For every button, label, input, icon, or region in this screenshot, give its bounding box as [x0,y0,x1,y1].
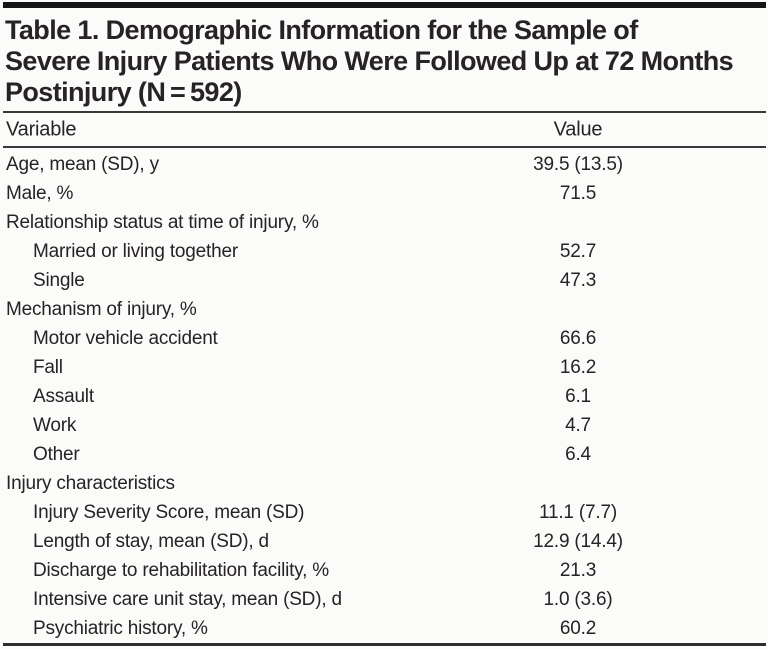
table-top-border [3,2,766,8]
row-value: 16.2 [559,356,597,378]
table-row: Injury characteristics [0,469,768,498]
rule-bottom-border [3,643,766,646]
table-title-line-1: Table 1. Demographic Information for the… [5,15,638,45]
table-row: Male, % 71.5 [0,179,768,208]
column-header-variable: Variable [6,118,77,140]
row-label: Discharge to rehabilitation facility, % [33,559,329,581]
row-label: Other [33,443,80,465]
row-label: Mechanism of injury, % [6,298,197,320]
row-label: Assault [33,385,94,407]
row-label: Length of stay, mean (SD), d [33,530,269,552]
table-row: Injury Severity Score, mean (SD) 11.1 (7… [0,498,768,527]
table-row: Discharge to rehabilitation facility, % … [0,556,768,585]
row-value: 6.1 [565,385,591,407]
table-row: Relationship status at time of injury, % [0,208,768,237]
table-title: Table 1. Demographic Information for the… [5,15,768,108]
row-label: Psychiatric history, % [33,617,208,639]
row-value: 52.7 [559,240,597,262]
row-label: Male, % [6,182,74,204]
row-label: Work [33,414,77,436]
table-title-line-2: Severe Injury Patients Who Were Followed… [5,46,734,76]
table-row: Age, mean (SD), y 39.5 (13.5) [0,150,768,179]
row-value: 6.4 [565,443,591,465]
row-label: Motor vehicle accident [33,327,218,349]
table-row: Mechanism of injury, % [0,295,768,324]
row-label: Fall [33,356,63,378]
row-value: 71.5 [559,182,597,204]
table-row: Other 6.4 [0,440,768,469]
table-row: Assault 6.1 [0,382,768,411]
row-value: 11.1 (7.7) [539,501,617,523]
table-row: Intensive care unit stay, mean (SD), d 1… [0,585,768,614]
row-label: Relationship status at time of injury, % [6,211,319,233]
row-value: 12.9 (14.4) [533,530,623,552]
row-value: 1.0 (3.6) [543,588,613,610]
row-label: Injury Severity Score, mean (SD) [33,501,305,523]
row-label: Married or living together [33,240,238,262]
row-label: Intensive care unit stay, mean (SD), d [33,588,342,610]
column-header-row: Variable Value [0,113,768,146]
table-row: Length of stay, mean (SD), d 12.9 (14.4) [0,527,768,556]
table-row: Work 4.7 [0,411,768,440]
column-header-value: Value [553,118,603,140]
row-label: Single [33,269,85,291]
row-value: 4.7 [565,414,591,436]
table-row: Single 47.3 [0,266,768,295]
row-value: 39.5 (13.5) [533,153,623,175]
table-row: Psychiatric history, % 60.2 [0,614,768,643]
row-value: 47.3 [559,269,597,291]
rule-above-header [3,111,766,113]
row-label: Age, mean (SD), y [6,153,159,175]
row-value: 60.2 [559,617,597,639]
table-row: Motor vehicle accident 66.6 [0,324,768,353]
table-row: Married or living together 52.7 [0,237,768,266]
table-title-line-3: Postinjury (N = 592) [5,77,242,107]
table-row: Fall 16.2 [0,353,768,382]
row-label: Injury characteristics [6,472,175,494]
table-body: Age, mean (SD), y 39.5 (13.5) Male, % 71… [0,150,768,643]
row-value: 21.3 [559,559,597,581]
row-value: 66.6 [559,327,597,349]
rule-below-header [3,146,766,148]
